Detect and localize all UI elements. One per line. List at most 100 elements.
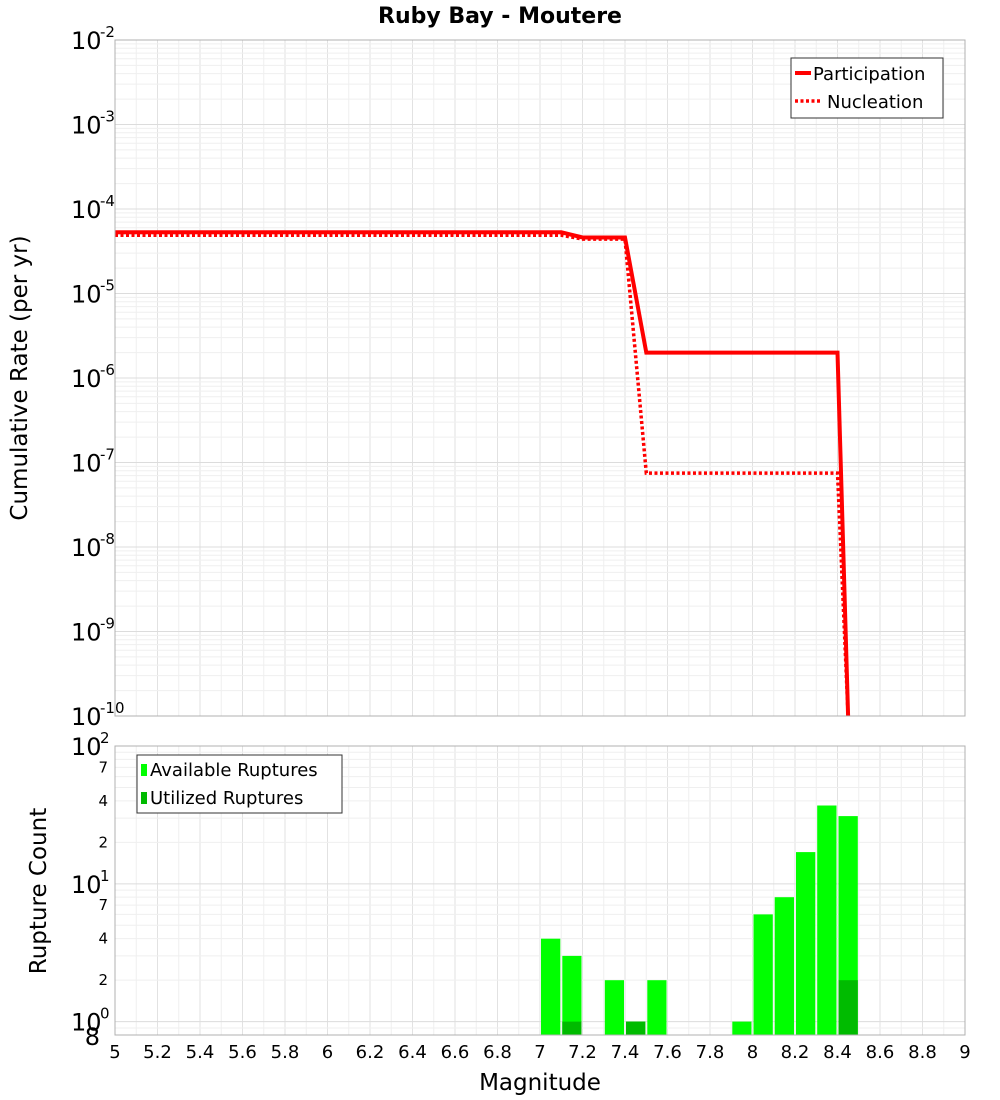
svg-text:10: 10 — [71, 112, 102, 140]
top-legend: Participation Nucleation — [790, 57, 944, 119]
svg-text:-8: -8 — [100, 530, 115, 548]
top-y-tick-label: 10-3 — [71, 108, 115, 140]
bottom-legend: Available Ruptures Utilized Ruptures — [136, 754, 343, 814]
svg-text:10: 10 — [71, 365, 102, 393]
top-y-tick-label: 10-10 — [71, 699, 125, 731]
top-y-tick-label: 10-9 — [71, 615, 115, 647]
top-y-tick-label: 10-2 — [71, 23, 115, 55]
x-tick-label: 8.4 — [823, 1042, 852, 1063]
x-tick-label: 8.2 — [781, 1042, 810, 1063]
bottom-y-minor-tick-label: 7 — [98, 758, 108, 776]
svg-text:1: 1 — [100, 867, 110, 885]
bottom-y-minor-tick-label: 4 — [98, 792, 108, 810]
svg-text:-5: -5 — [100, 277, 115, 295]
legend-label-participation: Participation — [813, 64, 925, 85]
x-tick-label: 8 — [747, 1042, 758, 1063]
available-rupture-bar — [604, 980, 624, 1035]
x-tick-label: 5.8 — [271, 1042, 300, 1063]
top-y-tick-label: 10-4 — [71, 192, 115, 224]
x-axis-label: Magnitude — [479, 1070, 601, 1096]
x-tick-label: 7.8 — [696, 1042, 725, 1063]
bottom-legend-box — [136, 754, 343, 814]
svg-text:-2: -2 — [100, 23, 115, 41]
bottom-y-minor-tick-label: 2 — [98, 971, 108, 989]
bottom-y-minor-tick-label: 7 — [98, 896, 108, 914]
bottom-y-major-tick-label: 100 — [71, 1005, 110, 1037]
bottom-y-major-tick-label: 101 — [71, 867, 110, 899]
x-tick-label: 7.2 — [568, 1042, 597, 1063]
series-nucleation-line — [115, 233, 850, 717]
bottom-plot-frame — [114, 745, 966, 1036]
bottom-y-minor-tick-label: 4 — [98, 930, 108, 948]
top-grid — [114, 40, 966, 717]
x-tick-labels: 5 5.2 5.4 5.6 5.8 6 6.2 6.4 6.6 6.8 7 7.2 7.4 7.6 7.8 8… — [109, 1042, 970, 1063]
bottom-bars-group — [541, 805, 858, 1035]
top-y-axis-label: Cumulative Rate (per yr) — [7, 235, 33, 520]
top-plot-frame — [114, 39, 966, 717]
svg-text:-4: -4 — [100, 192, 115, 210]
available-rupture-bar — [753, 914, 773, 1035]
bottom-y-minor-tick-label: 2 — [98, 833, 108, 851]
svg-text:-3: -3 — [100, 108, 115, 126]
svg-text:10: 10 — [71, 619, 102, 647]
top-series-group — [115, 230, 851, 717]
x-tick-label: 8.8 — [908, 1042, 937, 1063]
x-tick-label: 5.4 — [186, 1042, 215, 1063]
svg-text:10: 10 — [71, 733, 102, 761]
svg-text:10: 10 — [71, 196, 102, 224]
utilized-rupture-bar — [838, 980, 858, 1035]
bottom-y-major-tick-label: 102 — [71, 729, 110, 761]
x-tick-label: 6 — [322, 1042, 333, 1063]
x-tick-label: 8.6 — [866, 1042, 895, 1063]
series-participation-line — [115, 230, 851, 717]
x-tick-label: 6.6 — [441, 1042, 470, 1063]
x-tick-label: 6.4 — [398, 1042, 427, 1063]
utilized-rupture-bar — [626, 1021, 646, 1035]
top-y-tick-label: 10-6 — [71, 361, 115, 393]
available-rupture-bar — [541, 938, 561, 1035]
svg-text:0: 0 — [100, 1005, 110, 1023]
svg-text:10: 10 — [71, 1009, 102, 1037]
available-rupture-bar — [817, 805, 837, 1035]
svg-text:-9: -9 — [100, 615, 115, 633]
svg-text:2: 2 — [100, 729, 110, 747]
bottom-y-axis-label: Rupture Count — [26, 808, 52, 974]
x-tick-label: 7.6 — [653, 1042, 682, 1063]
available-rupture-bar — [647, 980, 667, 1035]
svg-text:-7: -7 — [100, 446, 115, 464]
x-tick-label: 7.4 — [611, 1042, 640, 1063]
x-tick-label: 6.8 — [483, 1042, 512, 1063]
bottom-y-minor-tick-label: 8 — [85, 1023, 100, 1051]
svg-text:10: 10 — [71, 450, 102, 478]
x-tick-label: 5 — [109, 1042, 120, 1063]
available-rupture-bar — [774, 897, 794, 1035]
svg-text:-10: -10 — [100, 699, 125, 717]
chart-title: Ruby Bay - Moutere — [378, 4, 622, 29]
svg-text:10: 10 — [71, 27, 102, 55]
svg-text:10: 10 — [71, 281, 102, 309]
x-tick-label: 5.6 — [228, 1042, 257, 1063]
top-y-tick-label: 10-5 — [71, 277, 115, 309]
svg-text:10: 10 — [71, 871, 102, 899]
available-rupture-bar — [796, 852, 816, 1035]
utilized-rupture-bar — [562, 1021, 582, 1035]
top-y-tick-label: 10-8 — [71, 530, 115, 562]
top-y-tick-label: 10-7 — [71, 446, 115, 478]
legend-swatch-available — [141, 764, 147, 776]
legend-label-available: Available Ruptures — [150, 760, 318, 781]
x-tick-label: 5.2 — [143, 1042, 172, 1063]
x-tick-label: 9 — [959, 1042, 970, 1063]
available-rupture-bar — [732, 1021, 752, 1035]
top-legend-box — [790, 57, 944, 119]
available-rupture-bar — [562, 955, 582, 1035]
x-tick-label: 6.2 — [356, 1042, 385, 1063]
legend-swatch-utilized — [141, 792, 147, 804]
legend-label-utilized: Utilized Ruptures — [150, 788, 303, 809]
x-tick-label: 7 — [534, 1042, 545, 1063]
legend-label-nucleation: Nucleation — [827, 92, 923, 113]
svg-text:10: 10 — [71, 534, 102, 562]
